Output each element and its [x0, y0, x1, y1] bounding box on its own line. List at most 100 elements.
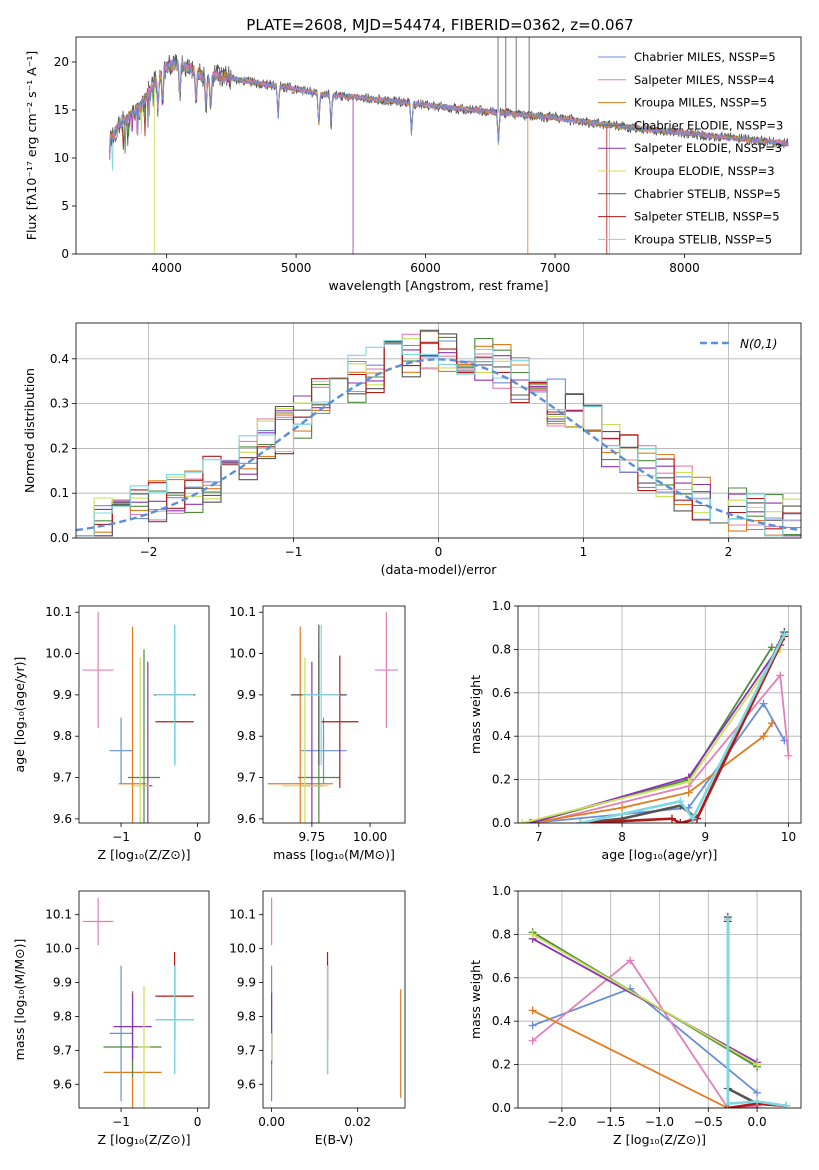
x-axis-label: (data-model)/error [381, 562, 498, 577]
residuals-panel: −2 −1 0 1 2 0.0 0.1 0.2 0.3 0.4 (data-model)/error… [22, 322, 802, 577]
y-tick-label: 0.6 [492, 971, 511, 985]
y-tick-label: 15 [54, 103, 69, 117]
mass-weight-marker [576, 819, 585, 823]
y-axis-label: mass [log₁₀(M/M⊙)] [12, 939, 27, 1061]
mass-weight-line [532, 933, 758, 1066]
mass-weight-marker [676, 819, 685, 823]
y-tick-label: 0.1 [50, 486, 69, 500]
x-axis-label: Z [log₁₀(Z/Z⊙)] [98, 847, 191, 862]
mass-weight-marker [528, 1006, 537, 1015]
mass-weight-line [532, 937, 758, 1064]
x-tick-label: 9.75 [299, 830, 326, 844]
mass-weight-marker [676, 797, 685, 806]
y-tick-label: 1.0 [492, 599, 511, 613]
mass-weight-line [530, 644, 781, 823]
y-tick-label: 9.9 [237, 976, 256, 990]
x-axis-label: Z [log₁₀(Z/Z⊙)] [98, 1132, 191, 1147]
x-tick-label: 0 [435, 545, 443, 559]
mass-weight-line [580, 635, 786, 823]
mass-weight-marker [618, 803, 627, 812]
mass-weight-line [538, 673, 790, 823]
axes-frame [78, 605, 210, 824]
y-tick-label: 10.0 [229, 647, 256, 661]
residual-histogram [76, 329, 801, 537]
y-tick-label: 0.2 [50, 441, 69, 455]
legend-entry: N(0,1) [740, 337, 777, 351]
mass-weight-line [532, 987, 758, 1094]
age-vs-z-panel: −1 0 9.6 9.7 9.8 9.9 10.0 10.1 Z [log₁₀(Z/Z⊙)] ag… [12, 605, 210, 862]
y-tick-label: 9.7 [237, 771, 256, 785]
y-tick-label: 9.6 [237, 1077, 256, 1091]
x-tick-label: −1 [285, 545, 303, 559]
legend-entry: Salpeter STELIB, NSSP=5 [634, 210, 780, 224]
x-tick-label: 5000 [281, 261, 312, 275]
spectrum-line [109, 59, 788, 148]
mass-weight-marker [784, 751, 793, 760]
y-tick-label: 10.1 [45, 605, 72, 619]
y-tick-label: 10.0 [229, 942, 256, 956]
mass-weight-marker [626, 956, 635, 965]
y-tick-label: 10.0 [45, 647, 72, 661]
mass-vs-ebv-panel: 0.00 0.02 9.6 9.7 9.8 9.9 10.0 10.1 E(B-V) [229, 890, 406, 1147]
age-vs-mass-panel: 9.75 10.00 9.6 9.7 9.8 9.9 10.0 10.1 mass [log₁₀… [229, 605, 406, 862]
massweight-vs-z-panel: −2.0 −1.5 −1.0 −0.5 0.0 0.0 0.2 0.4 0.6 0.8 1.0 Z [… [468, 884, 802, 1147]
plot-area [528, 913, 791, 1108]
y-tick-label: 0.2 [492, 773, 511, 787]
legend-entry: Chabrier MILES, NSSP=5 [634, 50, 776, 64]
x-tick-label: 1 [580, 545, 588, 559]
plot-area [271, 897, 402, 1102]
x-tick-label: −1 [112, 830, 130, 844]
x-tick-label: 0 [194, 830, 202, 844]
mass-weight-marker [518, 819, 527, 823]
x-tick-label: 8 [618, 830, 626, 844]
legend-entry: Salpeter ELODIE, NSSP=3 [634, 141, 782, 155]
y-tick-label: 0.8 [492, 642, 511, 656]
massweight-vs-age-panel: 7 8 9 10 0.0 0.2 0.4 0.6 0.8 1.0 age [log₁₀(age/yr… [468, 599, 802, 862]
x-tick-label: 10.00 [353, 830, 387, 844]
y-tick-label: 0 [61, 247, 69, 261]
axes-frame [75, 322, 802, 539]
x-tick-label: −1.5 [596, 1115, 625, 1129]
x-tick-label: 0.00 [258, 1115, 285, 1129]
x-tick-label: −2.0 [547, 1115, 576, 1129]
y-axis-label: mass weight [468, 960, 483, 1039]
mass-weight-marker [767, 643, 776, 652]
y-tick-label: 1.0 [492, 884, 511, 898]
y-tick-label: 0.0 [492, 816, 511, 830]
y-axis-label: age [log₁₀(age/yr)] [12, 657, 27, 773]
y-tick-label: 10.0 [45, 942, 72, 956]
mass-weight-line [532, 959, 758, 1108]
y-tick-label: 10.1 [229, 908, 256, 922]
y-tick-label: 0.4 [492, 1014, 511, 1028]
x-axis-label: E(B-V) [315, 1132, 354, 1147]
mass-weight-marker [753, 1060, 762, 1069]
mass-weight-marker [528, 1021, 537, 1030]
legend-entry: Salpeter MILES, NSSP=4 [634, 73, 775, 87]
y-tick-label: 10.1 [45, 908, 72, 922]
x-tick-label: −1 [112, 1115, 130, 1129]
x-tick-label: −2 [140, 545, 158, 559]
y-axis-label: Normed distribution [22, 368, 37, 493]
plot-area [518, 628, 793, 823]
mass-weight-marker [753, 1097, 762, 1106]
mass-weight-line [726, 919, 787, 1108]
residual-histogram [76, 340, 801, 537]
normal-curve [76, 358, 801, 532]
y-tick-label: 9.7 [53, 771, 72, 785]
axes-frame [517, 890, 802, 1109]
y-tick-label: 9.6 [237, 812, 256, 826]
mass-weight-line [580, 633, 786, 823]
legend-entry: Kroupa STELIB, NSSP=5 [634, 232, 772, 246]
y-tick-label: 9.9 [237, 688, 256, 702]
x-tick-label: 7000 [540, 261, 571, 275]
legend-entry: Kroupa ELODIE, NSSP=3 [634, 164, 775, 178]
y-tick-label: 0.4 [50, 352, 69, 366]
y-tick-label: 0.4 [492, 729, 511, 743]
residual-histogram [76, 340, 801, 537]
legend-entry: Chabrier ELODIE, NSSP=3 [634, 118, 783, 132]
y-tick-label: 9.6 [53, 1077, 72, 1091]
y-tick-label: 20 [54, 55, 69, 69]
mass-weight-marker [753, 1088, 762, 1097]
axes-frame [78, 890, 210, 1109]
mass-weight-marker [528, 930, 537, 939]
